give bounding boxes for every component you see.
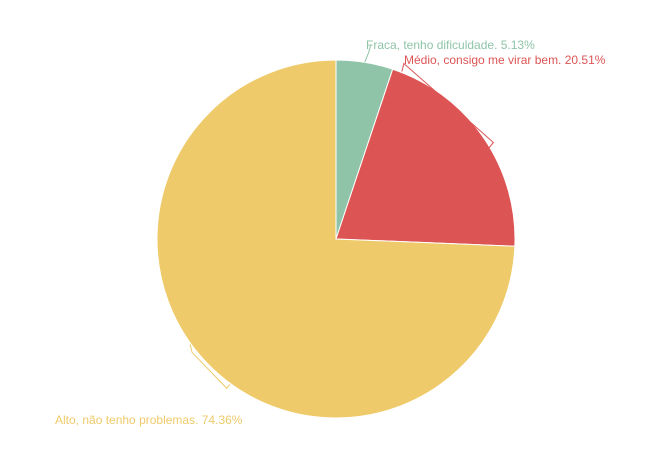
slice-label: Fraca, tenho dificuldade. 5.13%: [366, 38, 535, 52]
pie-slice[interactable]: [335, 68, 516, 247]
slice-label: Alto, não tenho problemas. 74.36%: [55, 413, 243, 427]
slice-label: Médio, consigo me virar bem. 20.51%: [404, 53, 606, 67]
leader-line: [401, 62, 495, 149]
leader-line: [189, 344, 231, 390]
pie-slice[interactable]: [156, 59, 516, 419]
leader-line: [364, 45, 372, 63]
